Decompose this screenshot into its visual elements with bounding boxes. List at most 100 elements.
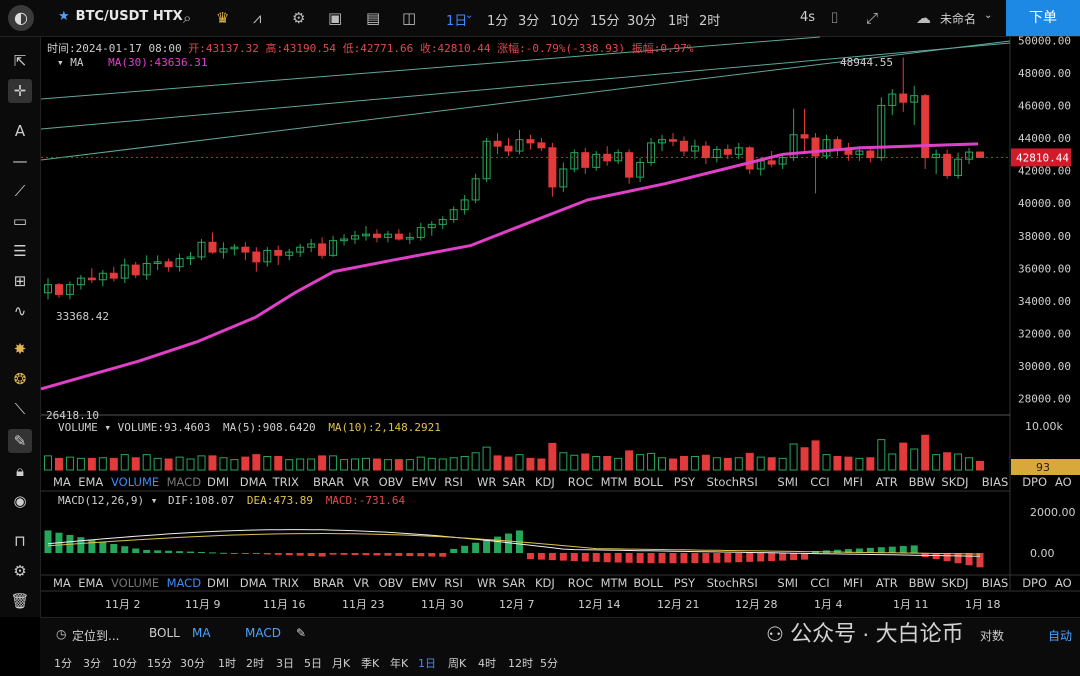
interval-option[interactable]: 5日 xyxy=(304,657,322,670)
macd-indicator-tab[interactable]: BRAR xyxy=(313,576,344,590)
interval-option[interactable]: 2时 xyxy=(246,657,264,670)
hline-icon[interactable]: — xyxy=(12,152,28,170)
interval-option[interactable]: 4时 xyxy=(478,657,496,670)
save-icon[interactable]: ▤ xyxy=(366,9,381,27)
settings-icon[interactable]: ⚙ xyxy=(13,562,27,580)
wave-icon[interactable]: ∿ xyxy=(13,302,27,320)
interval-option[interactable]: 周K xyxy=(448,657,467,670)
volume-indicator-tab[interactable]: SAR xyxy=(502,475,525,489)
macd-indicator-tab[interactable]: ATR xyxy=(876,576,898,590)
chart-canvas[interactable]: 50000.00 48000.00 46000.00 44000.00 42000.00… xyxy=(0,0,1080,617)
macd-indicator-tab[interactable]: MFI xyxy=(843,576,863,590)
timeframe-tab[interactable]: 3分 xyxy=(518,14,540,29)
fullscreen-icon[interactable]: ⤢ xyxy=(866,9,879,27)
interval-option[interactable]: 季K xyxy=(361,657,380,670)
macd-indicator-tab[interactable]: MA xyxy=(53,576,71,590)
timeframe-tab[interactable]: 15分 xyxy=(590,14,620,29)
text-icon[interactable]: A xyxy=(14,122,26,140)
channel-icon[interactable]: ☰ xyxy=(13,242,27,260)
volume-indicator-tab[interactable]: RSI xyxy=(444,475,463,489)
volume-indicator-tab[interactable]: WR xyxy=(477,475,496,489)
log-scale-toggle[interactable]: 对数 xyxy=(980,629,1005,643)
ma-legend[interactable]: ▾ MA MA(30):43636.31 xyxy=(57,56,207,69)
interval-option[interactable]: 年K xyxy=(390,657,409,670)
macd-indicator-tab[interactable]: SMI xyxy=(777,576,798,590)
volume-indicator-tab[interactable]: BRAR xyxy=(313,475,344,489)
crosshair-icon[interactable]: ✛ xyxy=(8,79,32,103)
macd-indicator-tab[interactable]: EMV xyxy=(411,576,436,590)
macd-indicator-tab[interactable]: BOLL xyxy=(633,576,663,590)
macd-indicator-tab[interactable]: VOLUME xyxy=(111,576,159,590)
volume-legend[interactable]: VOLUME ▾ VOLUME:93.4603 MA(5):908.6420 M… xyxy=(58,421,441,434)
chevron-down-icon[interactable]: ⌄ xyxy=(465,10,474,21)
interval-option[interactable]: 3分 xyxy=(83,657,101,670)
app-logo-icon[interactable]: ◐ xyxy=(8,5,34,31)
interval-option[interactable]: 5分 xyxy=(540,657,558,670)
edit-icon[interactable]: ✎ xyxy=(296,626,307,640)
crown-icon[interactable]: ♛ xyxy=(216,9,230,27)
macd-indicator-tab[interactable]: SAR xyxy=(502,576,525,590)
volume-indicator-tab[interactable]: StochRSI xyxy=(707,475,758,489)
volume-indicator-tab[interactable]: VOLUME xyxy=(111,475,159,489)
macd-indicator-tab[interactable]: StochRSI xyxy=(707,576,758,590)
locate-icon[interactable]: ◷ xyxy=(56,627,67,641)
ma-toggle[interactable]: MA xyxy=(192,626,211,640)
volume-indicator-tab[interactable]: MFI xyxy=(843,475,863,489)
volume-indicator-tab[interactable]: DPO xyxy=(1022,475,1047,489)
volume-indicator-tab[interactable]: DMI xyxy=(207,475,229,489)
layout-icon[interactable]: ◫ xyxy=(402,9,417,27)
locate-button[interactable]: 定位到... xyxy=(72,629,120,643)
ma-legend-chevron-icon[interactable]: ▾ xyxy=(57,56,64,69)
volume-indicator-tab[interactable]: AO xyxy=(1055,475,1072,489)
volume-indicator-tab[interactable]: PSY xyxy=(674,475,696,489)
macd-indicator-tab[interactable]: PSY xyxy=(674,576,696,590)
cursor-icon[interactable]: ⇱ xyxy=(13,52,27,70)
interval-option[interactable]: 1时 xyxy=(218,657,236,670)
interval-option[interactable]: 12时 xyxy=(508,657,533,670)
macd-indicator-tab[interactable]: KDJ xyxy=(535,576,555,590)
volume-indicator-tab[interactable]: MTM xyxy=(601,475,628,489)
timeframe-tab[interactable]: 1日 xyxy=(446,14,468,29)
timeframe-tab[interactable]: 2时 xyxy=(699,14,721,29)
fib-icon[interactable]: ✸ xyxy=(13,340,27,358)
timeframe-tab[interactable]: 30分 xyxy=(627,14,657,29)
gear-icon[interactable]: ⚙ xyxy=(292,9,306,27)
favorite-star-icon[interactable]: ★ xyxy=(58,9,70,24)
trash-icon[interactable]: 🗑︎ xyxy=(10,592,30,610)
interval-option[interactable]: 10分 xyxy=(112,657,137,670)
pen-icon[interactable]: ✎ xyxy=(8,429,32,453)
interval-option[interactable]: 月K xyxy=(332,657,351,670)
volume-indicator-tab[interactable]: EMV xyxy=(411,475,436,489)
search-icon[interactable]: ⌕ xyxy=(183,9,192,27)
macd-indicator-tab[interactable]: CCI xyxy=(810,576,829,590)
macd-indicator-tab[interactable]: BIAS xyxy=(982,576,1008,590)
macd-indicator-tab[interactable]: VR xyxy=(353,576,369,590)
volume-indicator-tab[interactable]: SMI xyxy=(777,475,798,489)
camera-icon[interactable]: ⌷ xyxy=(830,9,840,27)
grid-icon[interactable]: ⊞ xyxy=(13,272,27,290)
macd-indicator-tab[interactable]: MACD xyxy=(167,576,202,590)
chevron-down-icon[interactable]: ▾ xyxy=(150,494,164,507)
volume-indicator-tab[interactable]: ROC xyxy=(568,475,593,489)
macd-toggle[interactable]: MACD xyxy=(245,626,281,640)
volume-indicator-tab[interactable]: VR xyxy=(353,475,369,489)
macd-indicator-tab[interactable]: WR xyxy=(477,576,496,590)
macd-indicator-tab[interactable]: DPO xyxy=(1022,576,1047,590)
macd-indicator-tab[interactable]: DMI xyxy=(207,576,229,590)
macd-indicator-tab[interactable]: AO xyxy=(1055,576,1072,590)
trendline-icon[interactable]: ⟋ xyxy=(14,182,26,200)
macd-indicator-tab[interactable]: BBW xyxy=(909,576,936,590)
volume-indicator-tab[interactable]: EMA xyxy=(78,475,103,489)
boll-toggle[interactable]: BOLL xyxy=(149,626,180,640)
macd-indicator-tab[interactable]: EMA xyxy=(78,576,103,590)
interval-option[interactable]: 1分 xyxy=(54,657,72,670)
interval-option[interactable]: 30分 xyxy=(180,657,205,670)
layout-name[interactable]: 未命名 xyxy=(940,12,977,26)
rect-icon[interactable]: ▭ xyxy=(12,212,28,230)
indicator-icon[interactable]: ⩘ xyxy=(253,9,262,27)
macd-indicator-tab[interactable]: MTM xyxy=(601,576,628,590)
timeframe-tab[interactable]: 1时 xyxy=(668,14,690,29)
volume-indicator-tab[interactable]: BIAS xyxy=(982,475,1008,489)
volume-indicator-tab[interactable]: MA xyxy=(53,475,71,489)
volume-indicator-tab[interactable]: SKDJ xyxy=(941,475,968,489)
